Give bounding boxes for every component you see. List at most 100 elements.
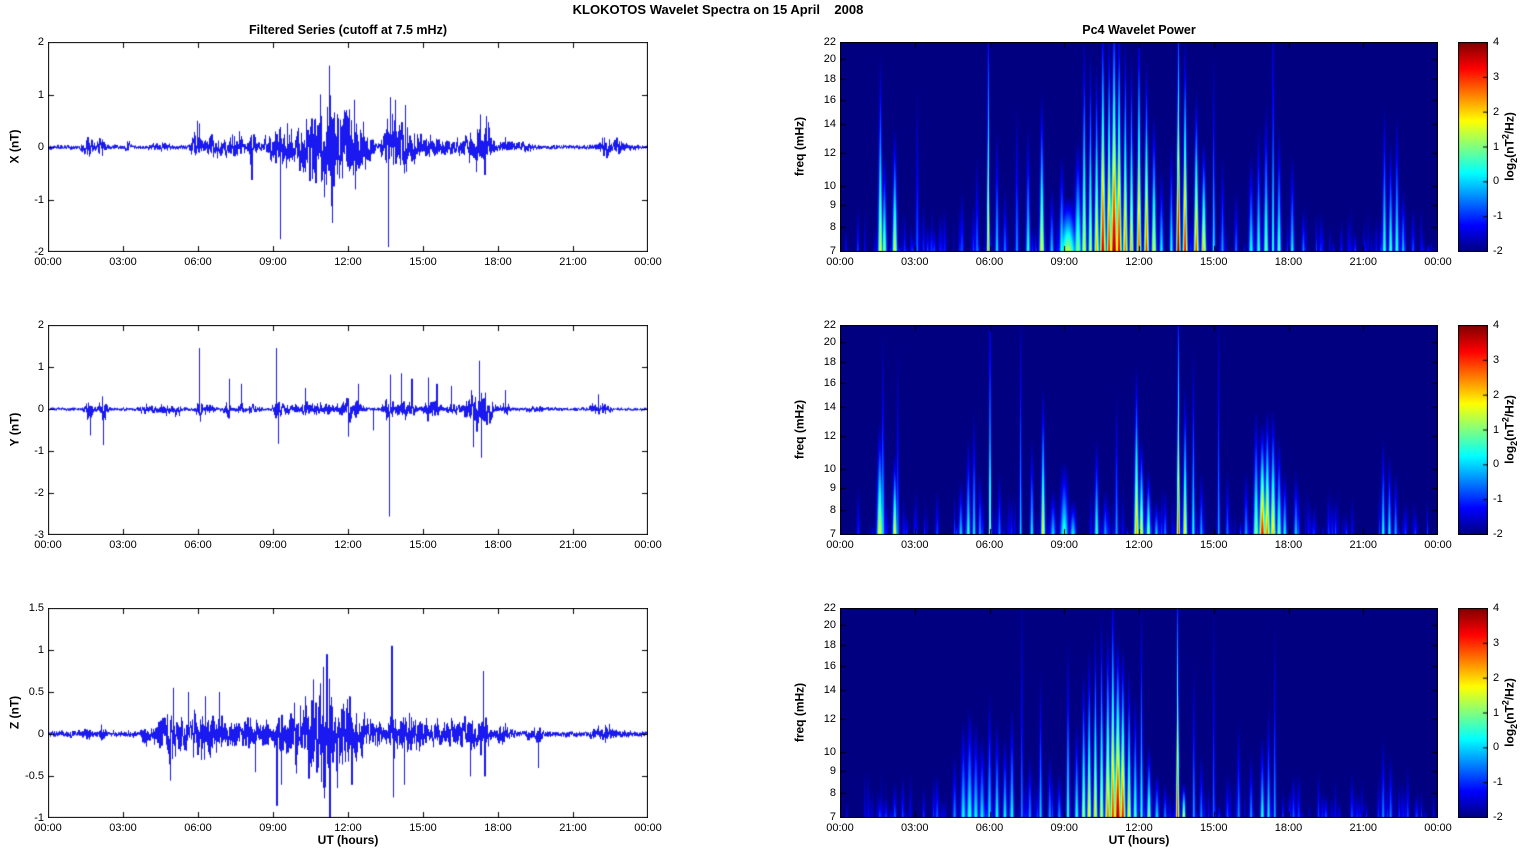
colorbar-tick-label: 0 (1493, 458, 1500, 471)
x-tick-label: 09:00 (259, 822, 287, 834)
colorbar-tick-label: -2 (1493, 811, 1503, 823)
y-tick-label: 22 (823, 36, 836, 48)
x-tick-label: 18:00 (484, 539, 512, 551)
y-tick-label: 14 (823, 118, 836, 131)
x-tick-label: 18:00 (1274, 822, 1303, 834)
y-tick-label: 16 (823, 94, 836, 107)
x-tick-label: 18:00 (1274, 256, 1303, 268)
x-tick-label: 12:00 (1125, 822, 1153, 834)
x-tick-label: 06:00 (975, 256, 1004, 268)
y-tick-label: 16 (823, 377, 836, 390)
x-wavelet-spectrogram (840, 42, 1438, 252)
wavelet-power-title: Pc4 Wavelet Power (1082, 23, 1196, 37)
z-series-ylabel: Z (nT) (7, 695, 22, 730)
y-tick-label: 10 (823, 462, 836, 475)
x-tick-label: 21:00 (1349, 256, 1378, 268)
colorbar-tick-label: 0 (1493, 175, 1500, 188)
x-tick-label: 00:00 (34, 822, 62, 834)
y-tick-label: 8 (829, 220, 836, 233)
filtered-series-title: Filtered Series (cutoff at 7.5 mHz) (249, 23, 447, 37)
x-tick-label: 03:00 (109, 822, 137, 834)
x-tick-label: 15:00 (1199, 822, 1228, 834)
x-tick-label: 12:00 (1125, 539, 1153, 551)
y-tick-label: 1 (37, 88, 44, 101)
y-tick-label: 14 (823, 401, 836, 414)
x-tick-label: 00:00 (1424, 256, 1452, 268)
x-tick-label: 15:00 (409, 539, 437, 551)
x-tick-label: 09:00 (1050, 539, 1079, 551)
x-tick-label: 18:00 (1274, 539, 1303, 551)
y-tick-label: 0 (37, 141, 44, 153)
x-tick-label: 03:00 (900, 822, 929, 834)
x-tick-label: 00:00 (826, 822, 854, 834)
colorbar-tick-label: -2 (1493, 528, 1503, 540)
x-tick-label: 18:00 (484, 256, 512, 268)
y-tick-label: 1.5 (28, 602, 44, 614)
y-tick-label: -1 (34, 812, 44, 824)
y-tick-label: 8 (829, 786, 836, 799)
x-tick-label: 12:00 (334, 539, 362, 551)
figure-title: KLOKOTOS Wavelet Spectra on 15 April 200… (572, 2, 864, 17)
x-tick-label: 00:00 (34, 539, 62, 551)
y-tick-label: 0 (37, 728, 44, 740)
x-tick-label: 12:00 (1125, 256, 1153, 268)
x-tick-label: 09:00 (259, 539, 287, 551)
y-tick-label: 2 (37, 319, 44, 331)
z-wavelet-spectrogram (840, 608, 1438, 818)
colorbar-tick-label: 1 (1493, 423, 1500, 436)
y-tick-label: 8 (829, 503, 836, 516)
x-tick-label: 00:00 (34, 256, 62, 268)
x-tick-label: 00:00 (826, 256, 854, 268)
x-tick-label: 15:00 (409, 256, 437, 268)
x-tick-label: 21:00 (1349, 822, 1378, 834)
colorbar-tick-label: -2 (1493, 245, 1503, 257)
y-tick-label: 16 (823, 660, 836, 673)
y-wavelet-spectrogram (840, 325, 1438, 535)
y-tick-label: 20 (823, 619, 836, 632)
y-tick-label: -1 (34, 193, 44, 206)
x-tick-label: 21:00 (1349, 539, 1378, 551)
y-tick-label: -1 (34, 445, 44, 457)
x-tick-label: 06:00 (184, 822, 212, 834)
colorbar-tick-label: 3 (1493, 70, 1500, 83)
x-tick-label: 06:00 (184, 539, 212, 551)
x-tick-label: 00:00 (826, 539, 854, 551)
x-tick-label: 18:00 (484, 822, 512, 834)
x-tick-label: 00:00 (634, 256, 662, 268)
x-tick-label: 03:00 (109, 256, 137, 268)
y-tick-label: 9 (829, 482, 836, 495)
x-tick-label: 21:00 (559, 256, 587, 268)
colorbar-tick-label: 2 (1493, 671, 1500, 684)
y-tick-label: 12 (823, 712, 836, 725)
x-tick-label: 12:00 (334, 822, 362, 834)
y-tick-label: 18 (823, 355, 836, 368)
y-tick-label: 1 (37, 361, 44, 373)
x-tick-label: 00:00 (1424, 822, 1452, 834)
x-tick-label: 03:00 (109, 539, 137, 551)
x-tick-label: 15:00 (1199, 539, 1228, 551)
z-series-plot (48, 608, 648, 818)
x-tick-label: 09:00 (1050, 256, 1079, 268)
y-series-ylabel: Y (nT) (7, 412, 22, 447)
y-tick-label: 0.5 (28, 686, 44, 698)
y-tick-label: 7 (829, 245, 836, 257)
colorbar-tick-label: 4 (1493, 36, 1500, 48)
colorbar-tick-label: 3 (1493, 353, 1500, 366)
y-tick-label: 9 (829, 765, 836, 778)
colorbar-tick-label: 4 (1493, 319, 1500, 331)
y-tick-label: 18 (823, 72, 836, 85)
colorbar-tick-label: 4 (1493, 602, 1500, 614)
y-tick-label: 7 (829, 811, 836, 823)
y-tick-label: 22 (823, 319, 836, 331)
x-tick-label: 00:00 (634, 539, 662, 551)
y-tick-label: 9 (829, 199, 836, 212)
x-tick-label: 21:00 (559, 822, 587, 834)
y-tick-label: 22 (823, 602, 836, 614)
right-xaxis-label: UT (hours) (1108, 833, 1170, 847)
x-tick-label: 15:00 (1199, 256, 1228, 268)
y-tick-label: 12 (823, 429, 836, 442)
x-tick-label: 09:00 (259, 256, 287, 268)
x-tick-label: 09:00 (1050, 822, 1079, 834)
x-tick-label: 21:00 (559, 539, 587, 551)
